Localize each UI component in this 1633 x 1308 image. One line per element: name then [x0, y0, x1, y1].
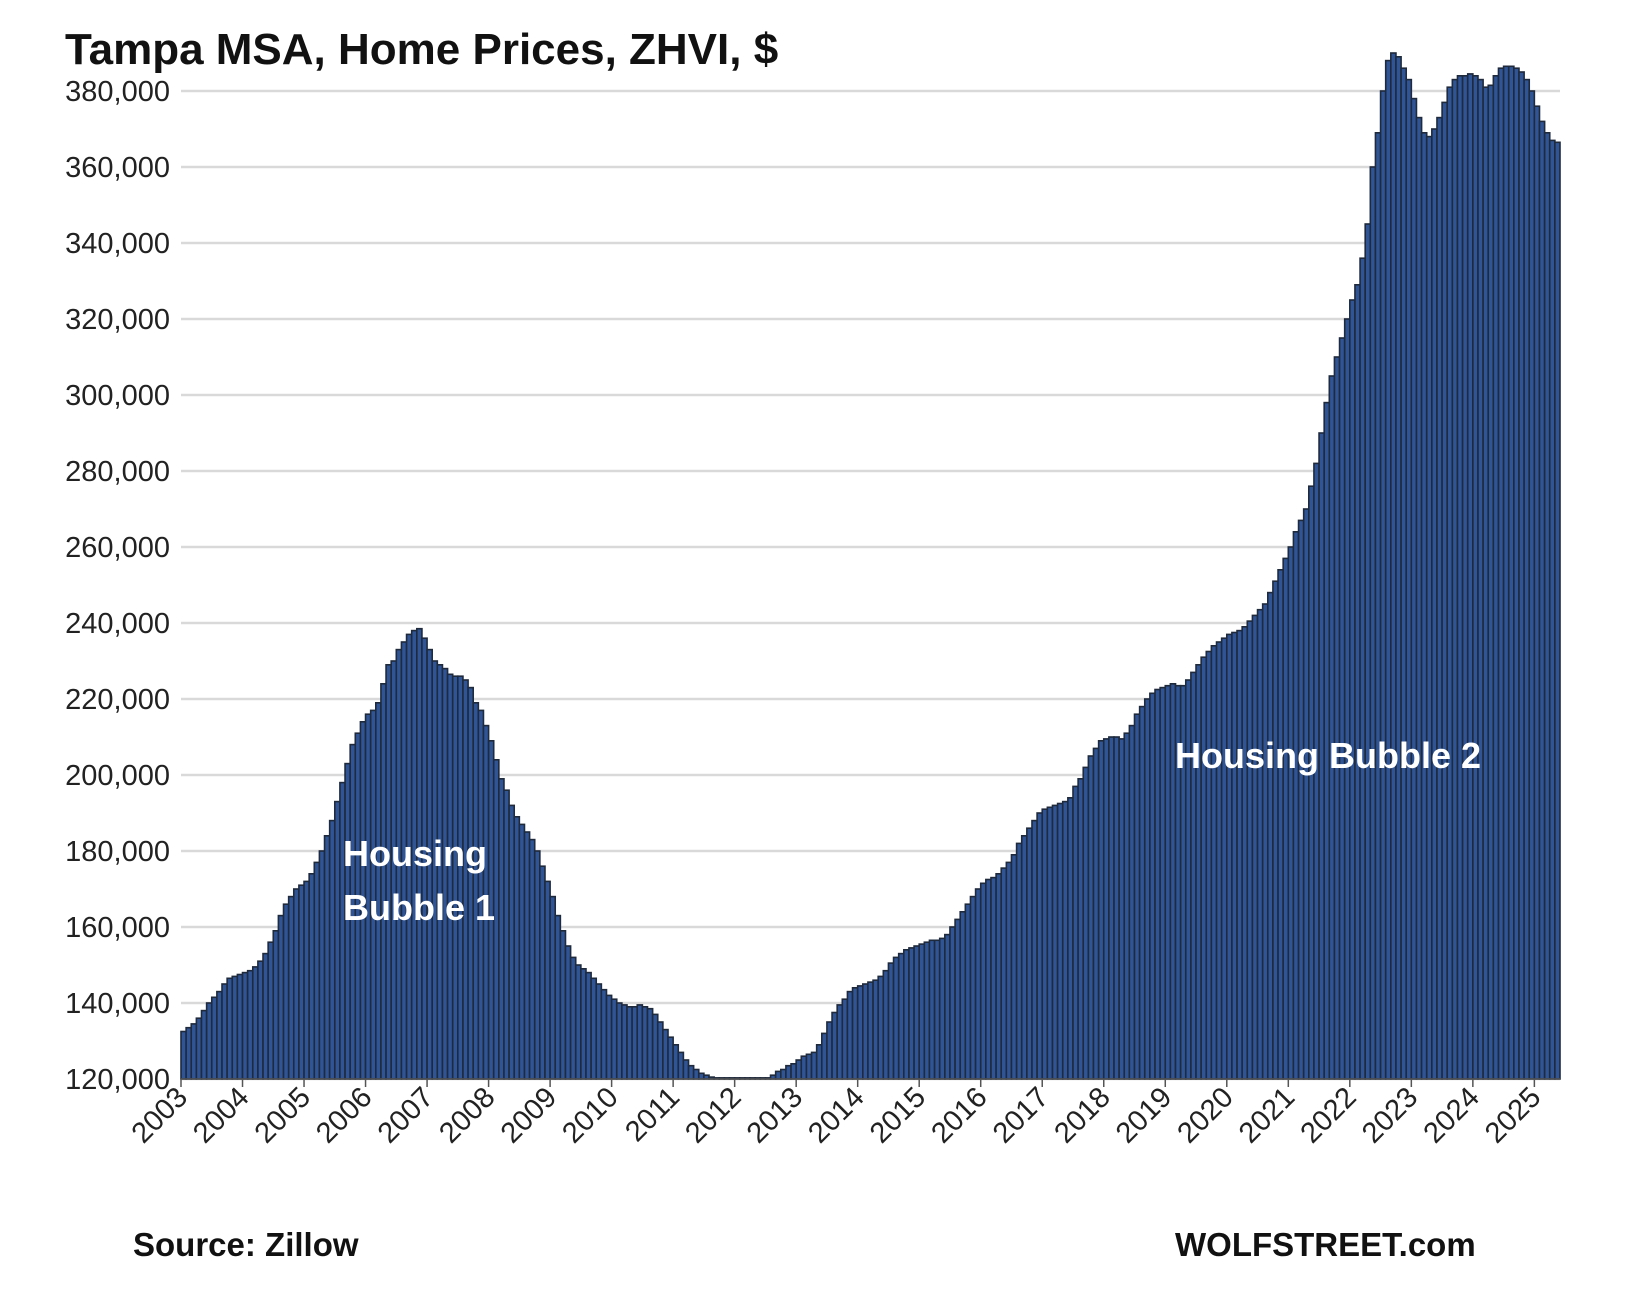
x-tick-label: 2006	[310, 1081, 378, 1149]
x-tick-label: 2015	[864, 1081, 932, 1149]
x-tick-label: 2019	[1110, 1081, 1178, 1149]
x-tick-label: 2008	[433, 1081, 501, 1149]
source-label: Source: Zillow	[133, 1226, 359, 1263]
y-tick-label: 380,000	[65, 76, 170, 108]
y-tick-label: 120,000	[65, 1064, 170, 1096]
x-tick-label: 2013	[741, 1081, 809, 1149]
x-tick-label: 2024	[1418, 1081, 1486, 1149]
annotation-bubble-1-line2: Bubble 1	[343, 887, 495, 928]
x-axis-ticks: 2003200420052006200720082009201020112012…	[126, 1079, 1547, 1150]
annotation-bubble-2: Housing Bubble 2	[1175, 735, 1481, 776]
chart-title: Tampa MSA, Home Prices, ZHVI, $	[65, 25, 778, 74]
x-tick-label: 2022	[1295, 1081, 1363, 1149]
y-tick-label: 180,000	[65, 836, 170, 868]
y-axis-ticks: 120,000 140,000 160,000 180,000 200,000 220,0…	[65, 76, 170, 1096]
bar	[1554, 141, 1561, 1080]
y-tick-label: 300,000	[65, 380, 170, 412]
x-tick-label: 2011	[619, 1081, 686, 1148]
y-tick-label: 240,000	[65, 608, 170, 640]
y-tick-label: 160,000	[65, 912, 170, 944]
x-tick-label: 2005	[249, 1081, 317, 1149]
x-tick-label: 2021	[1233, 1081, 1301, 1149]
y-tick-label: 200,000	[65, 760, 170, 792]
x-tick-label: 2018	[1048, 1081, 1116, 1149]
x-tick-label: 2012	[679, 1081, 747, 1149]
x-tick-label: 2007	[372, 1081, 440, 1149]
x-tick-label: 2020	[1171, 1081, 1239, 1149]
y-tick-label: 320,000	[65, 304, 170, 336]
y-tick-label: 220,000	[65, 684, 170, 716]
x-tick-label: 2016	[925, 1081, 993, 1149]
y-tick-label: 340,000	[65, 228, 170, 260]
x-tick-label: 2009	[495, 1081, 563, 1149]
bars	[180, 52, 1561, 1080]
annotation-bubble-1-line1: Housing	[343, 833, 487, 874]
y-tick-label: 140,000	[65, 988, 170, 1020]
y-tick-label: 260,000	[65, 532, 170, 564]
y-tick-label: 280,000	[65, 456, 170, 488]
x-tick-label: 2023	[1356, 1081, 1424, 1149]
x-tick-label: 2004	[187, 1081, 255, 1149]
y-tick-label: 360,000	[65, 152, 170, 184]
x-tick-label: 2025	[1479, 1081, 1547, 1149]
x-tick-label: 2014	[802, 1081, 870, 1149]
x-tick-label: 2017	[987, 1081, 1055, 1149]
x-tick-label: 2010	[556, 1081, 624, 1149]
brand-label: WOLFSTREET.com	[1175, 1226, 1476, 1263]
